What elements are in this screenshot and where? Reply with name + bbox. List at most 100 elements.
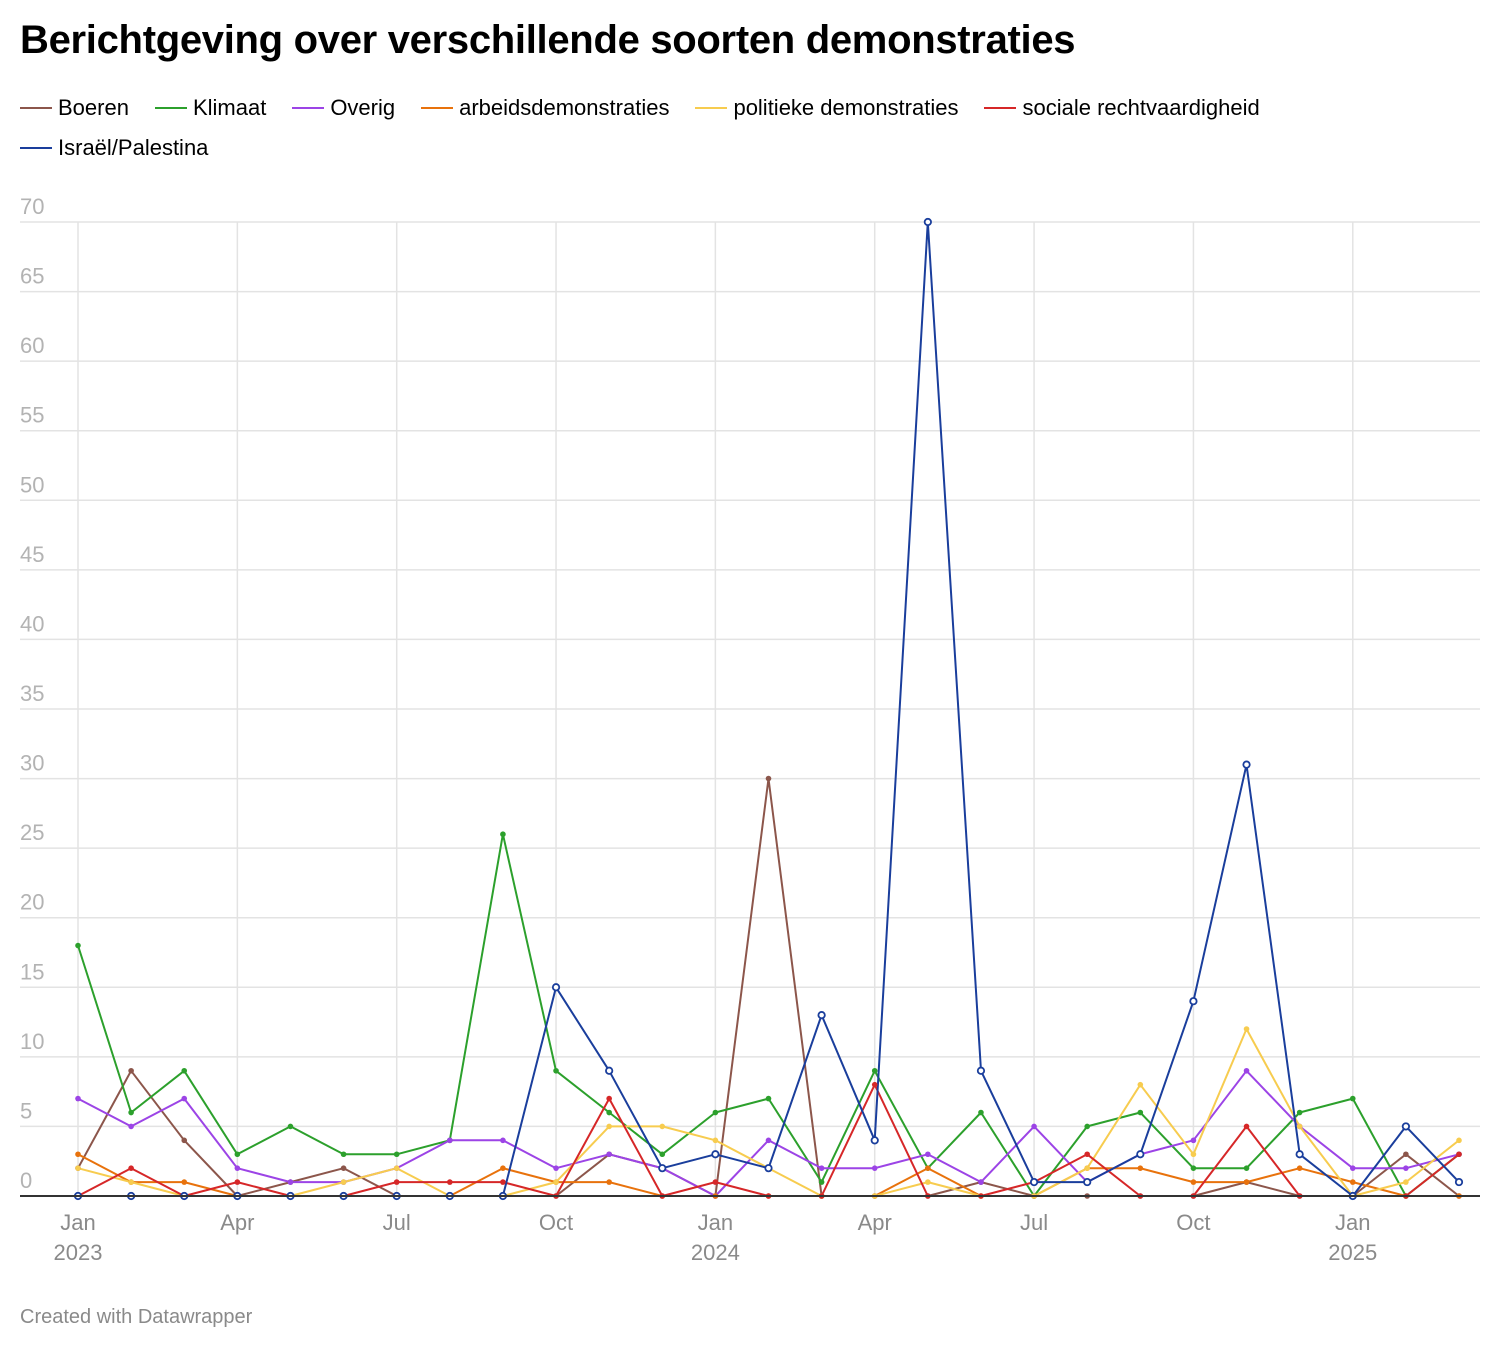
data-point <box>606 1151 612 1158</box>
data-point <box>1243 1165 1250 1171</box>
data-point <box>181 1137 188 1144</box>
data-point <box>1403 1151 1409 1158</box>
data-point <box>1029 1177 1039 1187</box>
y-tick-label: 35 <box>20 681 44 706</box>
y-tick-label: 0 <box>20 1168 32 1193</box>
data-point <box>1190 1179 1197 1185</box>
data-point <box>500 831 506 838</box>
y-tick-label: 40 <box>20 611 44 636</box>
legend-item: sociale rechtvaardigheid <box>984 94 1260 122</box>
footer-credit: Created with Datawrapper <box>20 1306 253 1328</box>
data-point <box>551 983 561 992</box>
data-point <box>393 1165 400 1171</box>
data-point <box>234 1151 241 1158</box>
y-tick-label: 70 <box>20 194 44 219</box>
data-point <box>606 1095 612 1102</box>
x-tick-label: Jan <box>60 1210 95 1235</box>
legend-item: arbeidsdemonstraties <box>421 94 669 122</box>
data-point <box>1456 1137 1462 1144</box>
x-tick-label: Jul <box>383 1210 411 1235</box>
data-point <box>818 1179 825 1185</box>
data-point <box>1349 1095 1356 1102</box>
x-tick-label: Jul <box>1020 1210 1048 1235</box>
x-tick-label: Apr <box>220 1210 254 1235</box>
legend-label: Israël/Palestina <box>58 135 209 160</box>
data-point <box>765 1095 772 1102</box>
data-point <box>711 1150 720 1159</box>
data-point <box>1243 1026 1250 1032</box>
data-point <box>712 1137 719 1144</box>
data-point <box>1454 1177 1464 1187</box>
y-tick-label: 65 <box>20 264 44 289</box>
data-point <box>606 1123 612 1130</box>
data-point <box>287 1123 294 1130</box>
legend-swatch <box>421 107 454 109</box>
data-point <box>1084 1165 1090 1171</box>
data-point <box>1349 1179 1356 1185</box>
x-tick-label: Oct <box>1176 1210 1210 1235</box>
data-point <box>340 1165 347 1171</box>
legend-label: Klimaat <box>192 95 267 120</box>
data-point <box>393 1179 400 1185</box>
legend-item: Boeren <box>20 94 129 122</box>
data-point <box>764 1164 773 1173</box>
legend-label: sociale rechtvaardigheid <box>1022 95 1260 120</box>
data-point <box>500 1179 506 1185</box>
data-point <box>1190 1151 1197 1158</box>
series-line <box>77 1153 1459 1197</box>
data-point <box>340 1179 347 1185</box>
y-tick-label: 45 <box>20 542 44 567</box>
data-point <box>75 1095 81 1102</box>
data-point <box>393 1151 400 1158</box>
legend-swatch <box>292 107 325 109</box>
x-tick-year-label: 2024 <box>691 1240 740 1265</box>
data-point <box>553 1165 559 1171</box>
data-point <box>1243 1067 1250 1074</box>
data-point <box>606 1179 612 1185</box>
legend-item: Israël/Palestina <box>20 134 208 162</box>
data-point <box>500 1165 506 1171</box>
data-point <box>1137 1081 1144 1088</box>
data-point <box>925 1151 931 1158</box>
x-tick-label: Jan <box>698 1210 733 1235</box>
data-point <box>976 1066 986 1075</box>
legend-swatch <box>984 107 1017 109</box>
legend-label: Overig <box>330 95 396 120</box>
data-point <box>181 1179 188 1185</box>
x-tick-year-label: 2025 <box>1328 1240 1377 1265</box>
legend-label: politieke demonstraties <box>733 95 959 120</box>
data-point <box>925 1165 931 1171</box>
legend-swatch <box>20 107 52 109</box>
data-point <box>447 1179 453 1185</box>
data-point <box>1137 1109 1144 1116</box>
data-point <box>659 1151 666 1158</box>
chart-title: Berichtgeving over verschillende soorten… <box>20 18 1076 62</box>
data-point <box>75 1165 81 1171</box>
x-tick-year-label: 2023 <box>54 1240 103 1265</box>
legend-swatch <box>20 147 52 149</box>
data-point <box>128 1165 134 1171</box>
data-point <box>1242 760 1251 769</box>
data-point <box>818 1165 825 1171</box>
data-point <box>1296 1123 1303 1130</box>
y-tick-label: 50 <box>20 472 44 497</box>
data-point <box>1243 1123 1250 1130</box>
data-point <box>234 1179 241 1185</box>
data-point <box>1401 1122 1410 1131</box>
y-tick-label: 15 <box>20 959 44 984</box>
data-point <box>817 1011 826 1020</box>
data-point <box>1136 1150 1145 1159</box>
data-point <box>712 1179 719 1185</box>
legend-label: Boeren <box>58 95 129 120</box>
y-tick-label: 10 <box>20 1029 44 1054</box>
data-point <box>1190 1137 1197 1144</box>
y-tick-label: 55 <box>20 403 44 428</box>
data-point <box>181 1067 188 1074</box>
x-tick-label: Oct <box>539 1210 573 1235</box>
data-point <box>553 1179 559 1185</box>
data-point <box>447 1137 453 1144</box>
data-point <box>871 1067 878 1074</box>
data-point <box>606 1109 612 1116</box>
data-point <box>659 1123 666 1130</box>
